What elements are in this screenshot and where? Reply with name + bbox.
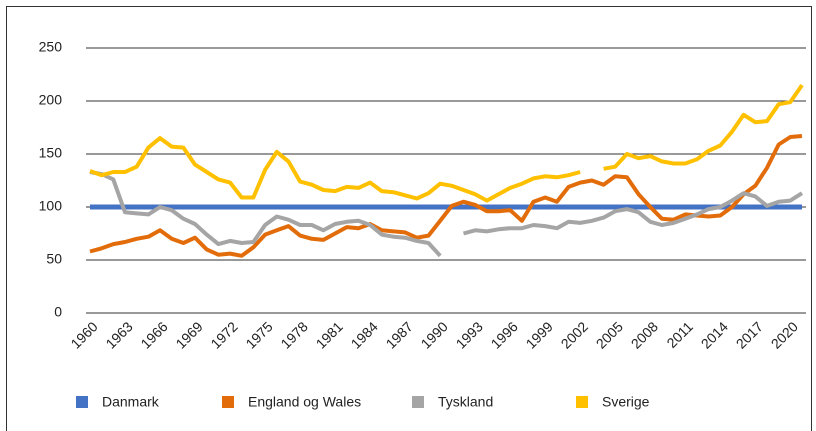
x-tick-label: 2011 [663, 318, 696, 351]
legend-label: Danmark [102, 394, 160, 410]
legend-label: Tyskland [438, 394, 493, 410]
y-tick-label: 50 [46, 251, 62, 267]
series-line [89, 170, 804, 258]
x-tick-label: 2014 [698, 318, 731, 351]
y-tick-label: 250 [39, 39, 63, 55]
x-tick-label: 2002 [558, 318, 591, 351]
x-tick-label: 1990 [418, 318, 451, 351]
x-tick-label: 2017 [733, 318, 766, 351]
x-tick-label: 1969 [172, 318, 205, 351]
y-tick-label: 200 [39, 92, 63, 108]
y-tick-label: 0 [54, 304, 62, 320]
legend-label: England og Wales [248, 394, 361, 410]
legend-swatch [576, 396, 588, 408]
x-tick-label: 1978 [277, 318, 310, 351]
x-tick-label: 1999 [523, 318, 556, 351]
y-tick-label: 100 [39, 198, 63, 214]
x-tick-label: 2005 [593, 318, 626, 351]
x-tick-label: 1963 [102, 318, 135, 351]
x-tick-label: 1981 [313, 318, 346, 351]
series-line [89, 83, 804, 203]
x-tick-label: 1966 [137, 318, 170, 351]
legend-swatch [222, 396, 234, 408]
x-tick-label: 1984 [348, 318, 381, 351]
series-line [89, 134, 803, 258]
chart-frame [6, 6, 812, 431]
x-tick-label: 1987 [383, 318, 416, 351]
x-tick-label: 1972 [207, 318, 240, 351]
x-tick-label: 1993 [453, 318, 486, 351]
legend-swatch [76, 396, 88, 408]
x-tick-label: 1960 [67, 318, 100, 351]
x-tick-label: 2020 [768, 318, 801, 351]
legend-label: Sverige [602, 394, 650, 410]
x-tick-label: 2008 [628, 318, 661, 351]
legend-swatch [412, 396, 424, 408]
x-tick-label: 1975 [242, 318, 275, 351]
x-tick-label: 1996 [488, 318, 521, 351]
y-tick-label: 150 [39, 145, 63, 161]
